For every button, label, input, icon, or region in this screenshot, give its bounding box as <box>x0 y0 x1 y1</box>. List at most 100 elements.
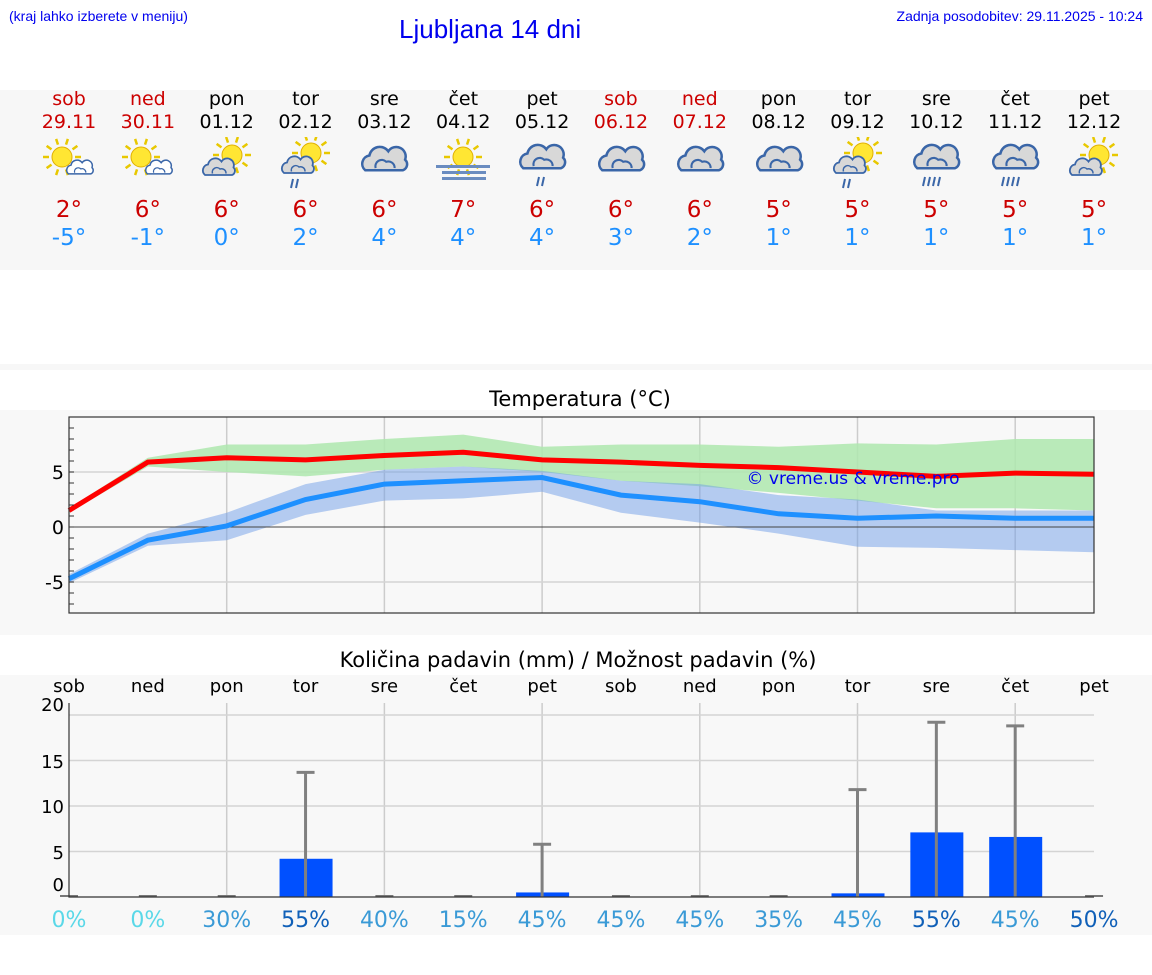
precip-probability: 55% <box>281 908 330 933</box>
day-name: tor <box>844 88 871 110</box>
min-temp: -1° <box>130 225 166 251</box>
axis <box>68 703 1094 898</box>
min-temp: 1° <box>1080 225 1108 251</box>
precip-probability: 45% <box>991 908 1040 933</box>
day-forecast: tor 02.12 6° 2° <box>267 88 345 252</box>
precip-probability: 45% <box>675 908 724 933</box>
min-temp: 1° <box>1002 225 1029 251</box>
y-tick-label: 5 <box>52 462 64 484</box>
day-date: 29.11 <box>41 111 97 133</box>
precip-probability: 15% <box>439 908 488 933</box>
day-date: 03.12 <box>357 111 412 133</box>
min-temp: 4° <box>371 225 398 251</box>
min-temp: 1° <box>923 225 950 251</box>
day-name: sre <box>921 88 951 110</box>
day-name: sob <box>52 88 86 110</box>
day-label: ned <box>131 676 165 697</box>
y-tick-label: 5 <box>53 843 64 864</box>
day-label: tor <box>293 676 319 697</box>
day-name: ned <box>129 88 166 110</box>
max-temp: 5° <box>1080 197 1108 223</box>
day-name: ned <box>681 88 718 110</box>
cloudy-icon <box>361 145 409 172</box>
day-label: ned <box>683 676 717 697</box>
y-tick-label: 0 <box>53 875 64 896</box>
max-temp: 6° <box>292 197 319 223</box>
day-name: pon <box>760 88 797 110</box>
day-label: tor <box>845 676 871 697</box>
precipitation-chart: sob ned pon tor sre čet pet sob ned pon tor sre čet p… <box>0 675 1152 935</box>
day-date: 02.12 <box>278 111 333 133</box>
day-label: pet <box>1079 676 1109 697</box>
min-temp: 4° <box>529 225 556 251</box>
day-forecast: tor 09.12 5° 1° <box>819 88 897 252</box>
day-date: 30.11 <box>120 111 176 133</box>
forecast-strip <box>0 90 1152 270</box>
max-temp: 6° <box>213 197 240 223</box>
precip-probability: 0% <box>52 908 87 933</box>
precip-probability: 30% <box>202 908 251 933</box>
day-forecast: ned 07.12 6° 2° <box>661 88 739 252</box>
location-hint: (kraj lahko izberete v meniju) <box>9 8 188 24</box>
min-temp: 4° <box>450 225 477 251</box>
y-tick-label: 15 <box>41 752 64 773</box>
day-name: pon <box>208 88 245 110</box>
y-tick-label: 20 <box>41 695 64 716</box>
cloudy-rain-icon <box>913 143 961 187</box>
sun-fog-icon <box>436 138 491 180</box>
min-temp: 2° <box>686 225 713 251</box>
y-tick-label: 10 <box>41 797 64 818</box>
day-name: pet <box>1078 88 1110 110</box>
day-date: 09.12 <box>830 111 885 133</box>
day-date: 05.12 <box>514 111 570 133</box>
day-date: 10.12 <box>909 111 964 133</box>
min-temp: 1° <box>765 225 792 251</box>
precip-probability: 45% <box>518 908 567 933</box>
min-temp: 2° <box>292 225 319 251</box>
max-temp: 7° <box>450 197 477 223</box>
plot-border <box>68 416 1095 614</box>
max-temp: 6° <box>529 197 556 223</box>
sun-behind-cloud-icon <box>1069 137 1119 176</box>
max-temp: 6° <box>607 197 634 223</box>
precip-probability: 45% <box>833 908 882 933</box>
day-forecast: pet 12.12 5° 1° <box>1055 88 1133 252</box>
precip-probability: 45% <box>596 908 645 933</box>
day-name: pet <box>526 88 558 110</box>
day-label: čet <box>1001 676 1029 697</box>
precip-probability: 55% <box>912 908 961 933</box>
day-forecast: pon 08.12 5° 1° <box>740 88 818 252</box>
day-name: čet <box>448 88 479 110</box>
cloudy-rain-icon <box>992 143 1040 187</box>
day-label: pon <box>762 676 796 697</box>
last-updated: Zadnja posodobitev: 29.11.2025 - 10:24 <box>896 8 1143 24</box>
day-forecast: sre 03.12 6° 4° <box>345 88 423 252</box>
day-label: pon <box>210 676 244 697</box>
max-temp: 6° <box>134 197 161 223</box>
sun-small-cloud-icon <box>121 138 173 176</box>
temperature-chart-title: Temperatura (°C) <box>489 387 671 411</box>
temperature-chart: -5 0 5 © vreme.us & vreme.pro <box>0 410 1152 635</box>
chart-background <box>0 675 1152 935</box>
day-date: 01.12 <box>199 111 254 133</box>
day-date: 04.12 <box>436 111 491 133</box>
day-label: sre <box>923 676 950 697</box>
day-date: 06.12 <box>593 111 649 133</box>
precip-probability: 40% <box>360 908 409 933</box>
day-forecast: sob 29.11 2° -5° <box>30 88 108 252</box>
day-date: 11.12 <box>987 111 1043 133</box>
max-temp: 5° <box>844 197 871 223</box>
cloudy-light-rain-icon <box>519 143 567 187</box>
day-name: sre <box>369 88 399 110</box>
min-temp: -5° <box>51 225 87 251</box>
sun-cloud-rain-icon <box>832 137 882 189</box>
divider <box>0 364 1152 370</box>
day-label: čet <box>449 676 477 697</box>
precip-probability: 0% <box>130 908 165 933</box>
day-forecast: čet 04.12 7° 4° <box>424 88 502 252</box>
max-temp: 5° <box>765 197 792 223</box>
day-label: sob <box>53 676 85 697</box>
precip-probability: 50% <box>1070 908 1119 933</box>
day-name: tor <box>292 88 319 110</box>
day-forecast: pon 01.12 6° 0° <box>188 88 266 252</box>
